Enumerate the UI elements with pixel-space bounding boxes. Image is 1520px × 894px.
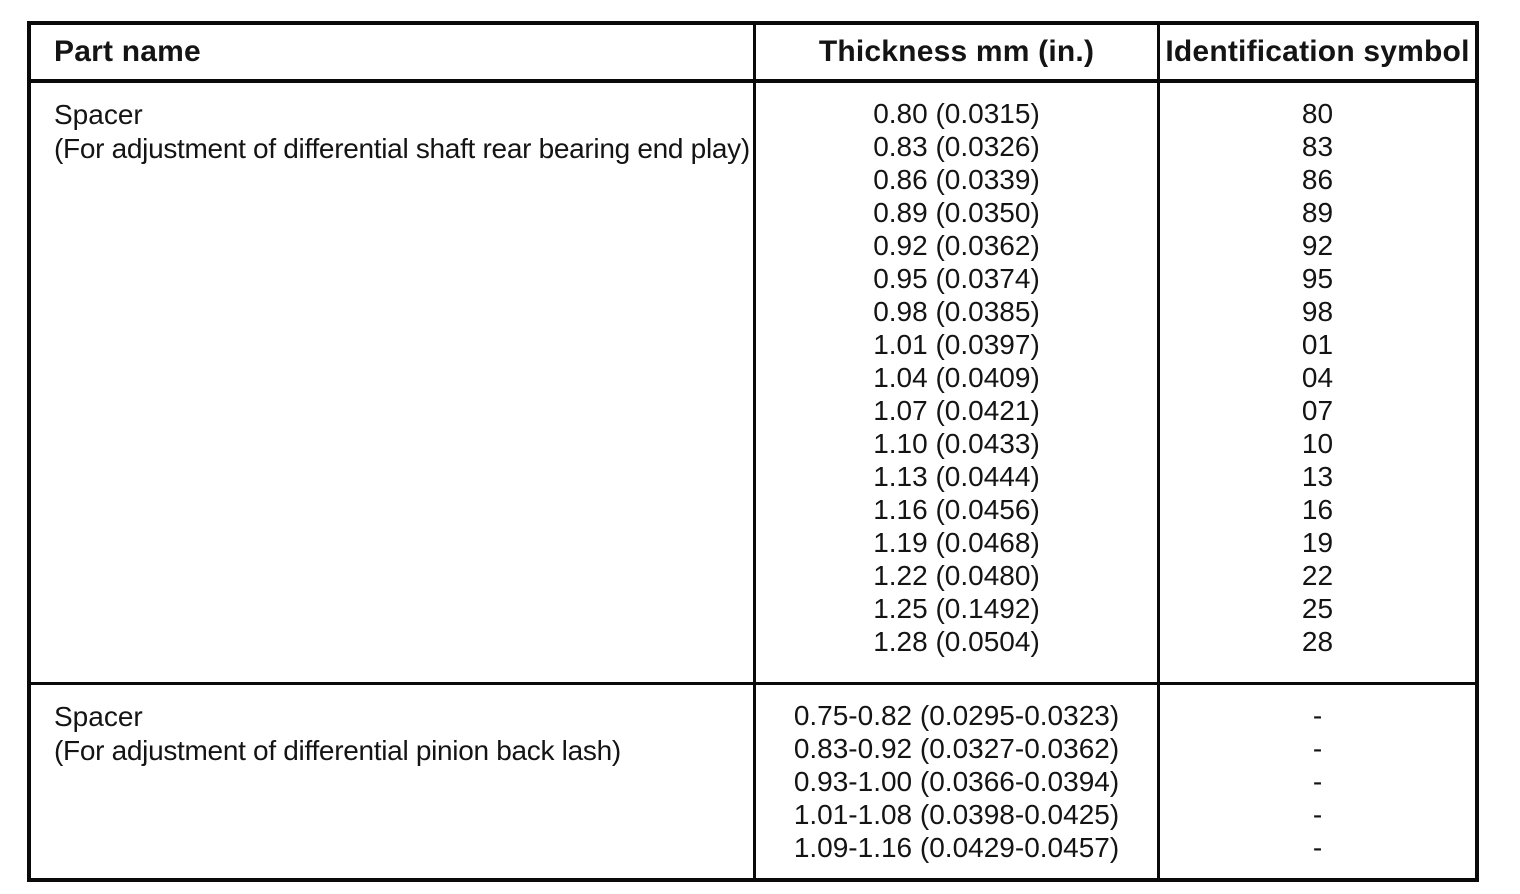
thickness-values-cell: 0.80 (0.0315) 0.83 (0.0326) 0.86 (0.0339) 0… [756,83,1160,682]
identification-symbol-value: - [1312,733,1323,764]
identification-symbols-cell: ----- [1160,685,1475,878]
thickness-value: 1.01-1.08 (0.0398-0.0425) [793,799,1120,830]
identification-symbol-value: 28 [1301,626,1334,657]
identification-symbol-value: 16 [1301,494,1334,525]
part-note: (For adjustment of differential pinion b… [54,735,621,766]
part-name-cell: Spacer (For adjustment of differential s… [31,83,756,682]
table-header-row: Part name Thickness mm (in.) Identificat… [31,25,1475,83]
thickness-value: 1.13 (0.0444) [873,461,1040,492]
thickness-value: 0.93-1.00 (0.0366-0.0394) [793,766,1120,797]
identification-symbol-value: 80 [1301,98,1334,129]
table-section-row: Spacer (For adjustment of differential p… [31,685,1475,878]
identification-symbol-value: - [1312,799,1323,830]
thickness-values-cell: 0.75-0.82 (0.0295-0.0323) 0.83-0.92 (0.03… [756,685,1160,878]
identification-symbol-value: 95 [1301,263,1334,294]
identification-symbol-value: 25 [1301,593,1334,624]
thickness-value: 0.83-0.92 (0.0327-0.0362) [793,733,1120,764]
part-name: Spacer [54,701,143,732]
table-section-row: Spacer (For adjustment of differential s… [31,83,1475,685]
identification-symbol-value: 22 [1301,560,1334,591]
part-note: (For adjustment of differential shaft re… [54,133,750,164]
spacer-specification-table: Part name Thickness mm (in.) Identificat… [27,21,1479,882]
thickness-value: 0.86 (0.0339) [873,164,1040,195]
thickness-value: 1.04 (0.0409) [873,362,1040,393]
thickness-value: 1.19 (0.0468) [873,527,1040,558]
column-header-thickness: Thickness mm (in.) [756,25,1160,79]
thickness-value: 0.95 (0.0374) [873,263,1040,294]
identification-symbol-value: 83 [1301,131,1334,162]
column-header-identification-symbol: Identification symbol [1165,35,1470,68]
identification-symbol-value: 92 [1301,230,1334,261]
thickness-value: 0.75-0.82 (0.0295-0.0323) [793,700,1120,731]
identification-symbol-value: 10 [1301,428,1334,459]
part-name-cell: Spacer (For adjustment of differential p… [31,685,756,878]
part-name: Spacer [54,99,143,130]
identification-symbol-value: 01 [1301,329,1334,360]
column-header-part-name: Part name [31,25,756,79]
thickness-value: 1.16 (0.0456) [873,494,1040,525]
identification-symbol-value: - [1312,832,1323,863]
identification-symbol-value: 13 [1301,461,1334,492]
identification-symbol-value: 19 [1301,527,1334,558]
thickness-value: 1.01 (0.0397) [873,329,1040,360]
thickness-value: 0.92 (0.0362) [873,230,1040,261]
thickness-value: 0.83 (0.0326) [873,131,1040,162]
table-body: Spacer (For adjustment of differential s… [31,83,1475,878]
thickness-value: 0.98 (0.0385) [873,296,1040,327]
identification-symbol-value: 98 [1301,296,1334,327]
identification-symbols-cell: 80 83 86 89 92 95 98 01 04 07 10 13 16 19 22 25 28 [1160,83,1475,682]
thickness-value: 0.89 (0.0350) [873,197,1040,228]
identification-symbol-value: - [1312,700,1323,731]
thickness-value: 1.25 (0.1492) [873,593,1040,624]
identification-symbol-value: 86 [1301,164,1334,195]
thickness-value: 1.07 (0.0421) [873,395,1040,426]
thickness-value: 1.10 (0.0433) [873,428,1040,459]
identification-symbol-value: - [1312,766,1323,797]
thickness-value: 1.28 (0.0504) [873,626,1040,657]
identification-symbol-value: 07 [1301,395,1334,426]
identification-symbol-value: 89 [1301,197,1334,228]
identification-symbol-value: 04 [1301,362,1334,393]
thickness-value: 0.80 (0.0315) [873,98,1040,129]
thickness-value: 1.22 (0.0480) [873,560,1040,591]
thickness-value: 1.09-1.16 (0.0429-0.0457) [793,832,1120,863]
